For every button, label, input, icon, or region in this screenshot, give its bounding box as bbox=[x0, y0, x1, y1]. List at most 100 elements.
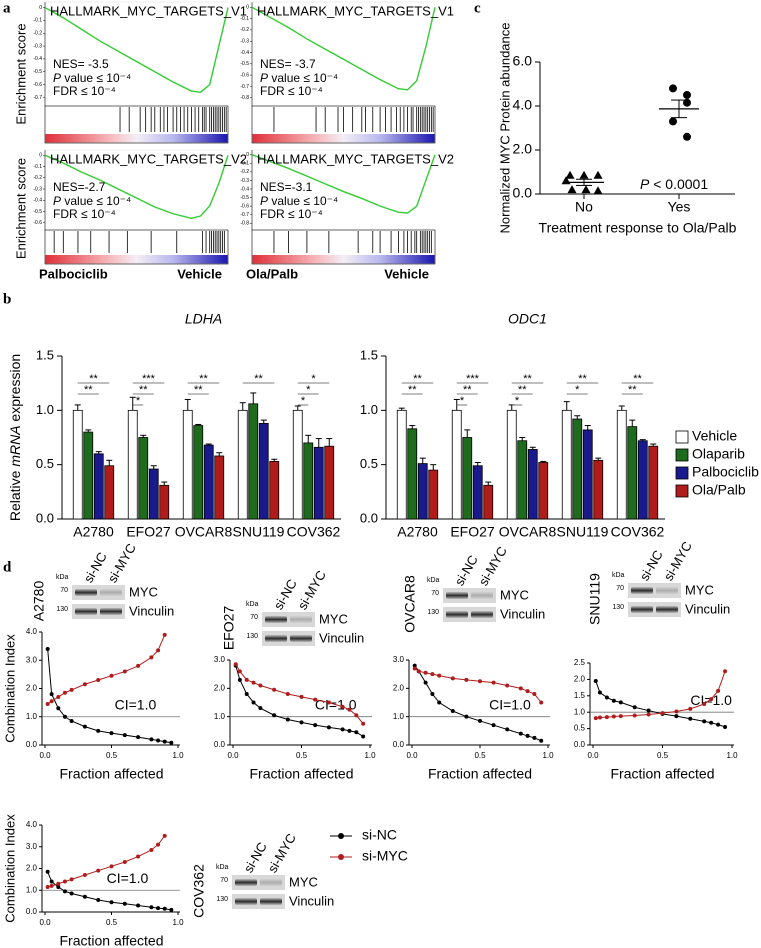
legend-swatch bbox=[675, 448, 689, 462]
y-axis-label-part: Relative bbox=[7, 467, 23, 521]
point bbox=[597, 715, 602, 720]
y-tick-label: -0.6 bbox=[240, 203, 249, 209]
nes: NES= -3.5 bbox=[53, 57, 109, 71]
y-axis-label-part: mRNA bbox=[7, 425, 23, 466]
bar bbox=[538, 462, 549, 520]
band bbox=[446, 592, 468, 599]
nes: NES=-2.7 bbox=[53, 180, 106, 194]
point bbox=[539, 738, 544, 743]
lane-label: si-MYC bbox=[661, 539, 695, 583]
point bbox=[618, 714, 623, 719]
kda-label: kDa bbox=[427, 577, 440, 584]
point bbox=[412, 666, 417, 671]
point bbox=[258, 683, 263, 688]
y-tick-label: 1.5 bbox=[360, 347, 378, 362]
gsea-title: HALLMARK_MYC_TARGETS_V2 bbox=[257, 151, 454, 166]
point bbox=[581, 185, 591, 194]
y-tick-label: 0.0 bbox=[26, 740, 38, 749]
y-tick-label: -0.3 bbox=[240, 178, 249, 184]
legend-label: Ola/Palb bbox=[692, 482, 746, 498]
blot-strip bbox=[628, 583, 681, 598]
x-tick-label: 1.0 bbox=[726, 751, 738, 760]
band-label: Vinculin bbox=[500, 606, 545, 621]
error-bar bbox=[485, 481, 492, 486]
bar bbox=[472, 465, 483, 520]
point bbox=[709, 697, 714, 702]
band-label: Vinculin bbox=[289, 893, 334, 908]
error-bar bbox=[250, 392, 257, 404]
point bbox=[491, 723, 496, 728]
point bbox=[169, 907, 174, 912]
point bbox=[688, 716, 693, 721]
y-tick-label: 3.0 bbox=[26, 655, 38, 664]
significance-label: ** bbox=[254, 373, 263, 385]
error-bar bbox=[195, 423, 202, 426]
blot-strip bbox=[232, 894, 285, 909]
bar bbox=[616, 409, 627, 520]
rank-bar bbox=[45, 134, 228, 143]
error-bar bbox=[260, 419, 267, 424]
x-axis-label: Fraction affected bbox=[249, 766, 353, 782]
y-tick-label: 0.5 bbox=[36, 456, 54, 471]
y-tick-label: -0.5 bbox=[240, 195, 249, 201]
error-bar bbox=[419, 457, 426, 464]
band-label: MYC bbox=[129, 584, 158, 599]
significance-label: * bbox=[515, 395, 520, 407]
point bbox=[423, 680, 428, 685]
bar bbox=[237, 409, 248, 520]
band-label: Vinculin bbox=[685, 601, 730, 616]
fdr: FDR ≤ 10⁻⁴ bbox=[260, 207, 323, 221]
x-tick-label: 0.5 bbox=[657, 751, 669, 760]
bar bbox=[627, 426, 638, 520]
y-tick-label: 4.0 bbox=[26, 627, 38, 636]
annotation: P < 0.0001 bbox=[640, 176, 708, 192]
point bbox=[579, 170, 589, 179]
band bbox=[265, 635, 287, 642]
fdr: FDR ≤ 10⁻⁴ bbox=[53, 84, 116, 98]
point bbox=[136, 854, 141, 859]
point bbox=[567, 185, 577, 194]
point bbox=[532, 692, 537, 696]
error-bar bbox=[671, 99, 687, 119]
panel-label: c bbox=[474, 0, 481, 16]
point bbox=[505, 727, 510, 732]
point bbox=[299, 694, 304, 699]
y-tick-label: -0.3 bbox=[33, 43, 42, 49]
bar bbox=[203, 444, 214, 520]
significance-label: * bbox=[136, 395, 141, 407]
legend-swatch bbox=[675, 484, 689, 498]
p-value: P value ≤ 10⁻⁴ bbox=[260, 194, 338, 208]
rank-right-label: Vehicle bbox=[384, 266, 429, 281]
point bbox=[49, 879, 54, 884]
point bbox=[518, 686, 523, 691]
es-curve bbox=[251, 6, 436, 91]
error-bar bbox=[326, 438, 333, 447]
point bbox=[122, 859, 127, 864]
y-axis-label: Enrichment score bbox=[13, 23, 28, 124]
y-tick-label: -0.3 bbox=[240, 39, 249, 45]
significance-label: ** bbox=[194, 384, 203, 396]
bar bbox=[193, 425, 204, 520]
bar bbox=[483, 484, 494, 520]
point bbox=[162, 739, 167, 744]
point bbox=[478, 718, 482, 723]
y-tick-label: 2.0 bbox=[393, 683, 405, 692]
point bbox=[361, 734, 366, 739]
x-tick-label: 0.0 bbox=[406, 751, 418, 760]
x-tick-label: EFO27 bbox=[450, 524, 495, 540]
point bbox=[618, 700, 623, 705]
y-tick-label: 0.5 bbox=[574, 724, 586, 733]
marker-label: 130 bbox=[56, 606, 68, 613]
reference-label: CI=1.0 bbox=[115, 696, 157, 712]
point bbox=[604, 695, 609, 700]
significance-label: ** bbox=[463, 384, 472, 396]
legend-dot bbox=[338, 854, 344, 860]
marker-label: 70 bbox=[250, 614, 258, 621]
bar-chart: 0.00.51.01.5ODC1A2780****EFO27******OVCA… bbox=[360, 311, 759, 540]
y-tick-label: 1.0 bbox=[36, 402, 54, 417]
point bbox=[56, 706, 61, 711]
cell-line-label: A2780 bbox=[31, 581, 47, 622]
gsea-plot: 0 -0.1 -0.2 -0.3 -0.4 -0.5 -0.6 -0.7 -0.8 HALLMAR… bbox=[240, 149, 454, 281]
y-tick-label: -0.2 bbox=[33, 175, 42, 181]
